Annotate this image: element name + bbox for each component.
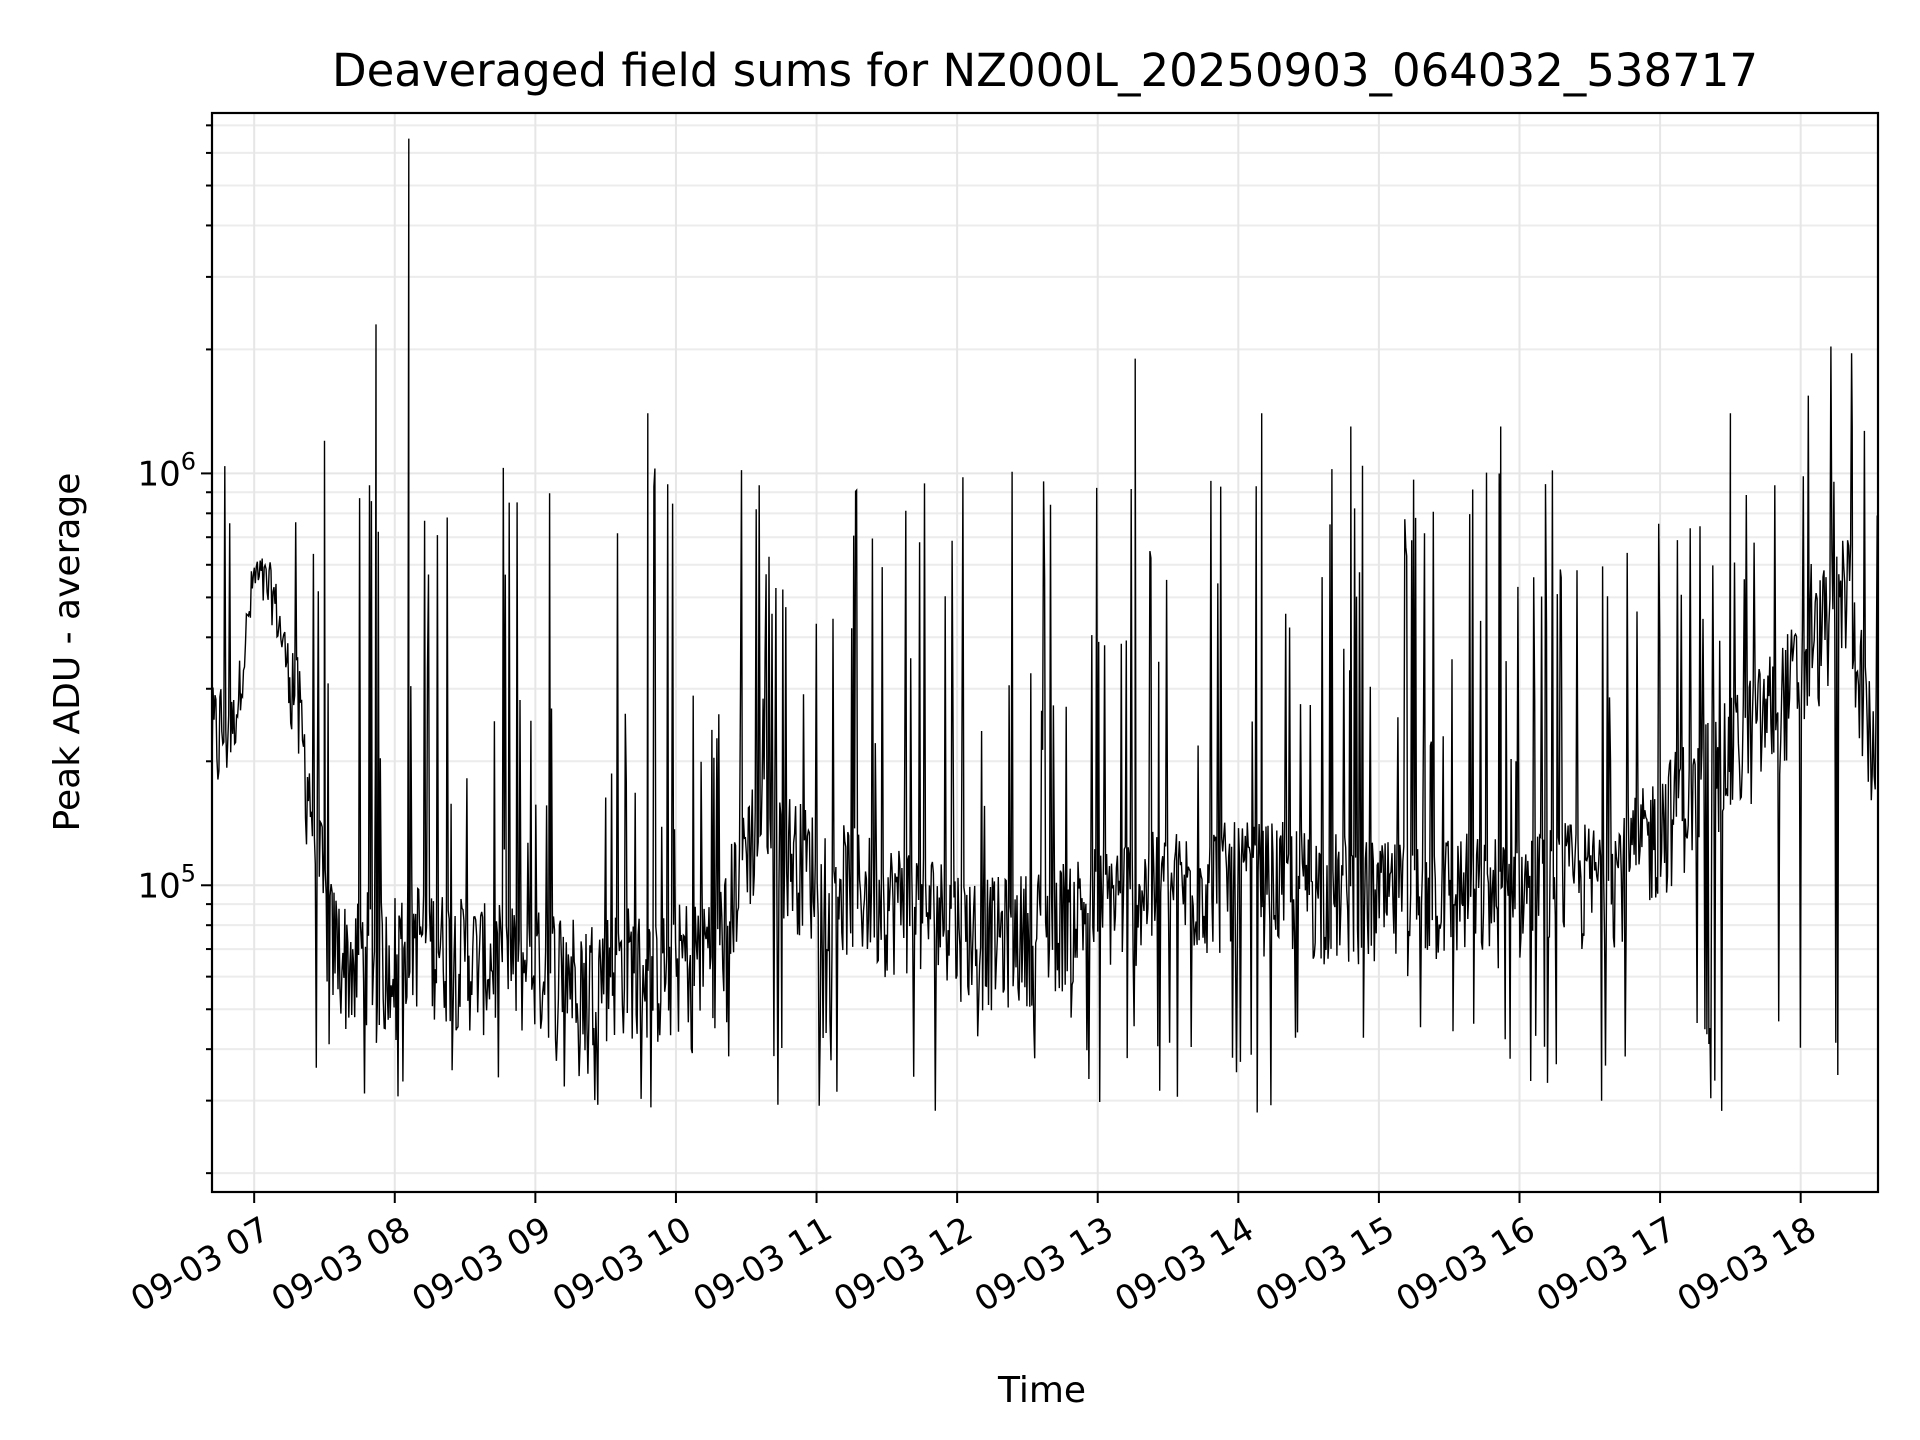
x-tick-label: 09-03 17 (1530, 1209, 1682, 1320)
x-tick-label: 09-03 14 (1108, 1209, 1260, 1320)
x-tick-label: 09-03 13 (968, 1209, 1120, 1320)
x-tick-label: 09-03 07 (124, 1209, 276, 1320)
x-tick-label: 09-03 10 (546, 1209, 698, 1320)
x-tick-label: 09-03 12 (827, 1209, 979, 1320)
y-tick-base: 10 (137, 454, 180, 494)
x-tick-label: 09-03 15 (1249, 1209, 1401, 1320)
plot-frame (210, 111, 1880, 1194)
y-tick-base: 10 (137, 866, 180, 906)
y-tick-exponent: 5 (181, 859, 196, 887)
y-tick-label: 106 (137, 447, 196, 494)
y-axis-label: Peak ADU - average (47, 473, 88, 832)
x-axis-label: Time (997, 1370, 1086, 1411)
x-tick-label: 09-03 16 (1390, 1209, 1542, 1320)
x-tick-label: 09-03 09 (405, 1209, 557, 1320)
chart-title: Deaveraged field sums for NZ000L_2025090… (332, 44, 1758, 97)
series-line-path (211, 138, 1878, 1113)
x-tick-label: 09-03 11 (687, 1209, 839, 1320)
x-tick-label: 09-03 18 (1671, 1209, 1823, 1320)
y-tick-label: 105 (137, 859, 196, 906)
y-tick-exponent: 6 (181, 447, 196, 475)
data-series-line (211, 138, 1878, 1113)
x-tick-label: 09-03 08 (265, 1209, 417, 1320)
